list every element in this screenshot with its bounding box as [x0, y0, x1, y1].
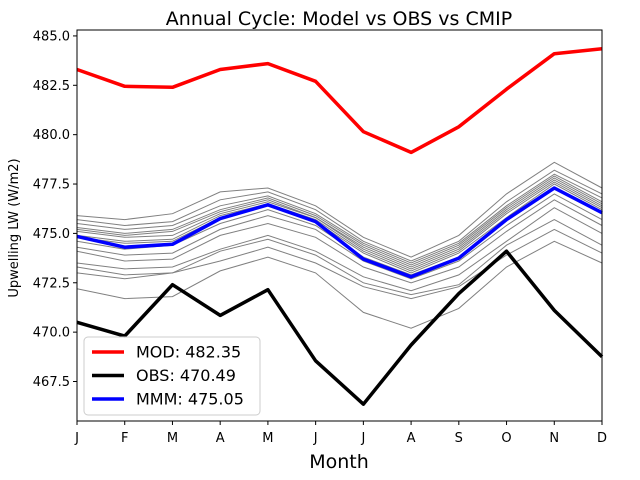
legend-label: MMM: 475.05	[136, 390, 244, 409]
cmip-model-line	[76, 169, 603, 262]
x-tick-label: J	[74, 431, 79, 446]
y-tick-label: 485.0	[33, 29, 70, 44]
cmip-model-line	[76, 161, 603, 258]
cmip-model-line	[76, 199, 603, 284]
y-tick-label: 467.5	[33, 375, 70, 390]
y-axis-label: Upwelling LW (W/m2)	[7, 158, 22, 297]
x-tick-label: S	[455, 431, 463, 446]
cmip-model-line	[76, 228, 603, 300]
x-axis-label: Month	[309, 451, 369, 473]
mmm-series-line	[76, 186, 603, 279]
cmip-model-line	[76, 173, 603, 264]
cmip-model-line	[76, 240, 603, 329]
y-axis: 467.5 470.0 472.5 475.0 477.5 480.0 482.5 485.0	[33, 29, 77, 390]
x-tick-label: A	[216, 431, 225, 446]
legend-label: MOD: 482.35	[136, 343, 241, 362]
y-tick-label: 470.0	[33, 326, 70, 341]
x-tick-label: O	[501, 431, 511, 446]
cmip-model-line	[76, 177, 603, 268]
plot-frame	[76, 29, 603, 422]
chart-title: Annual Cycle: Model vs OBS vs CMIP	[166, 8, 512, 30]
cmip-model-line	[76, 179, 603, 270]
y-tick-label: 472.5	[33, 276, 70, 291]
cmip-model-lines	[76, 161, 603, 329]
cmip-model-line	[76, 175, 603, 266]
y-tick-label: 475.0	[33, 227, 70, 242]
x-tick-label: F	[121, 431, 128, 446]
x-tick-label: J	[360, 431, 365, 446]
legend-box	[83, 336, 261, 416]
cmip-model-line	[76, 219, 603, 296]
x-tick-label: N	[549, 431, 559, 446]
cmip-model-line	[76, 183, 603, 274]
legend-label: OBS: 470.49	[136, 366, 236, 385]
x-tick-label: D	[597, 431, 607, 446]
y-tick-label: 477.5	[33, 178, 70, 193]
x-tick-label: M	[167, 431, 178, 446]
cmip-model-line	[76, 193, 603, 280]
x-tick-label: J	[313, 431, 318, 446]
y-tick-label: 480.0	[33, 128, 70, 143]
y-tick-label: 482.5	[33, 79, 70, 94]
obs-series-line	[76, 249, 604, 406]
mod-series-line	[76, 47, 603, 155]
cmip-model-line	[76, 207, 603, 292]
x-tick-label: A	[407, 431, 416, 446]
cmip-model-line	[76, 181, 603, 272]
series-lines	[76, 47, 604, 406]
x-tick-label: M	[262, 431, 273, 446]
legend: MOD: 482.35 OBS: 470.49 MMM: 475.05	[83, 336, 261, 416]
